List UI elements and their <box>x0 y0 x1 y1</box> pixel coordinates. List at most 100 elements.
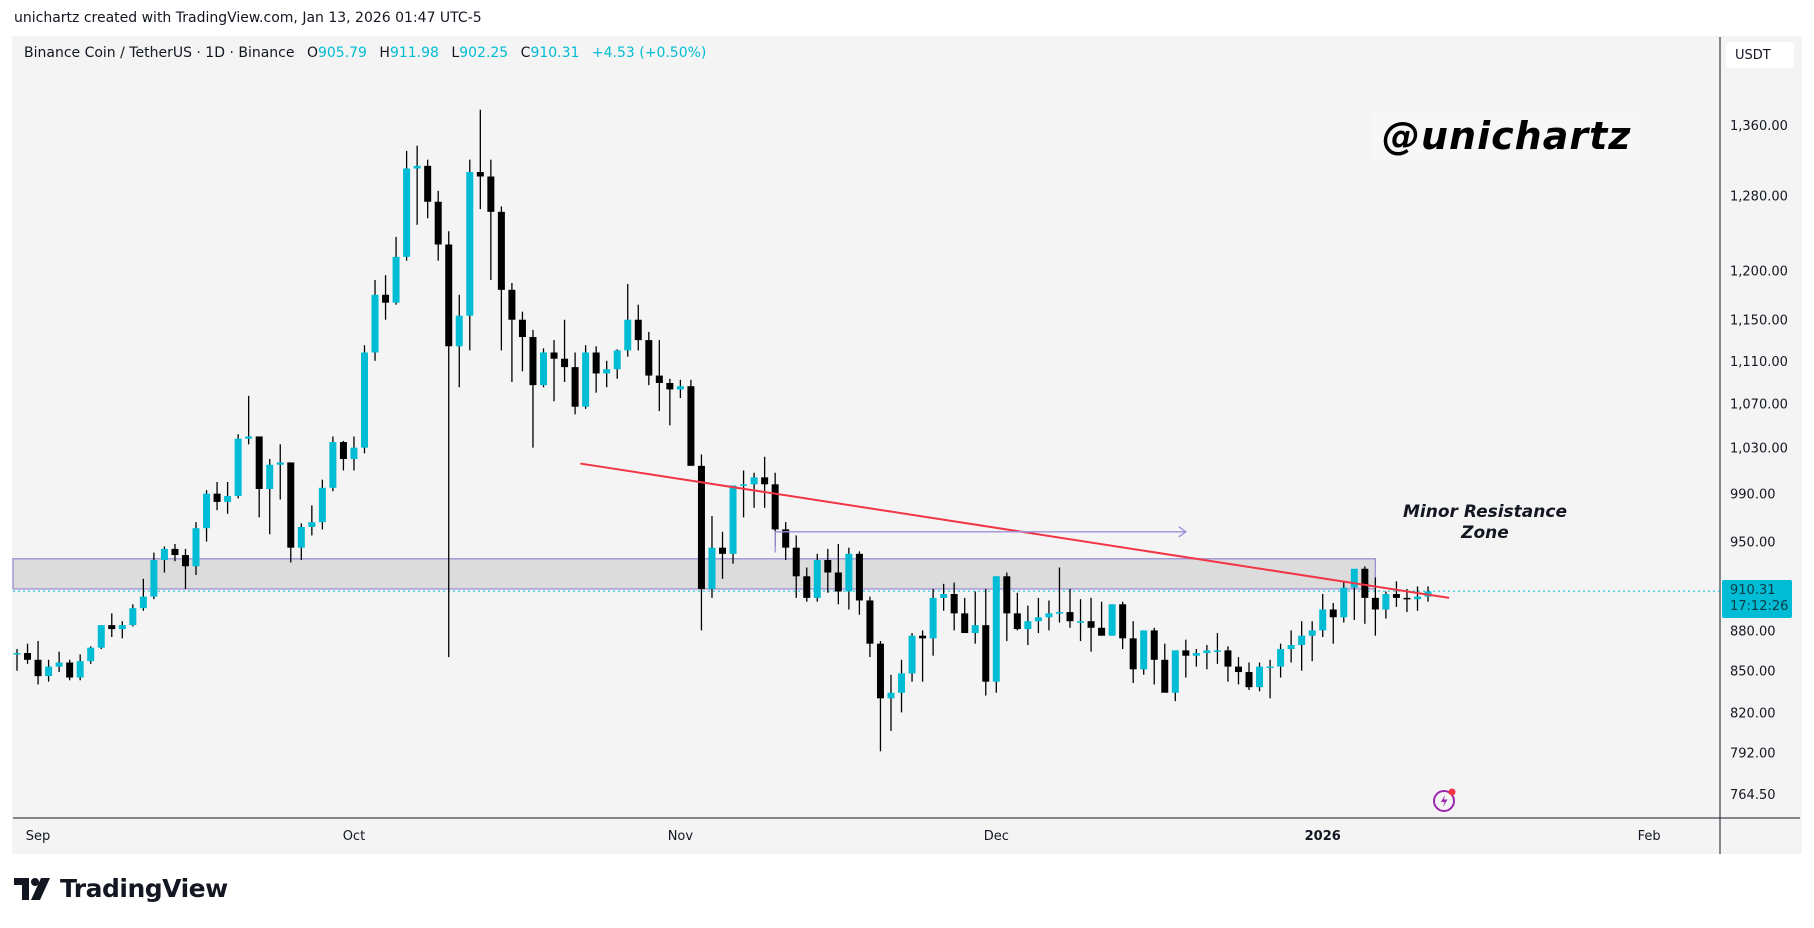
candle-body <box>1119 604 1127 639</box>
candle-body <box>413 165 421 169</box>
candle-body <box>213 493 221 502</box>
candle <box>782 522 790 561</box>
tradingview-logo[interactable]: TradingView <box>14 874 228 903</box>
candle-body <box>1287 645 1295 650</box>
time-tick-label: Feb <box>1638 829 1661 844</box>
candle <box>318 479 326 530</box>
candle-body <box>497 211 505 290</box>
candle-body <box>139 596 147 609</box>
candle-body <box>634 319 642 341</box>
candle <box>55 651 63 673</box>
candle-body <box>1392 594 1400 598</box>
resistance-annotation: Minor Resistance Zone <box>1380 502 1590 544</box>
candle <box>971 591 979 644</box>
candle-body <box>645 340 653 376</box>
candle-body <box>360 352 368 448</box>
candle <box>466 159 474 351</box>
candle <box>392 236 400 305</box>
candle-body <box>34 659 42 677</box>
candle-body <box>1319 609 1327 631</box>
candle <box>1340 581 1348 623</box>
candle <box>487 159 495 281</box>
candle-body <box>255 436 263 489</box>
candle-body <box>434 201 442 245</box>
resistance-zone-layer <box>12 558 1377 590</box>
candle-body <box>761 477 769 485</box>
candle <box>940 583 948 611</box>
candle <box>898 659 906 713</box>
candle-body <box>339 442 347 459</box>
currency-button[interactable]: USDT <box>1726 42 1794 68</box>
close-value: 910.31 <box>530 45 580 61</box>
candle-body <box>1024 621 1032 630</box>
candle <box>413 145 421 225</box>
price-tick-label: 1,200.00 <box>1730 264 1788 279</box>
candle <box>1066 588 1074 628</box>
candle-body <box>1403 597 1411 600</box>
candle <box>1350 568 1358 620</box>
arrow-head-icon <box>1178 526 1187 538</box>
candle-body <box>224 496 232 502</box>
candle <box>729 485 737 564</box>
candle <box>1182 639 1190 678</box>
candle <box>382 275 390 320</box>
open-value: 905.79 <box>317 45 367 61</box>
candle-body <box>1192 653 1200 656</box>
candle-body <box>45 666 53 677</box>
candle <box>1298 621 1306 671</box>
open-label: O <box>306 45 318 61</box>
time-ticks: Sep Oct Nov Dec 2026 Feb <box>26 829 1661 844</box>
price-ticks: 1,360.00 1,280.00 1,200.00 1,150.00 1,110.00… <box>1730 119 1788 803</box>
candle <box>929 588 937 656</box>
candle <box>424 159 432 219</box>
candle <box>1413 586 1421 611</box>
candle-body <box>1266 666 1274 669</box>
tradingview-wordmark: TradingView <box>60 874 228 903</box>
candle-body <box>855 553 863 601</box>
candle-body <box>1034 617 1042 622</box>
candle-body <box>1150 630 1158 660</box>
candle <box>992 576 1000 693</box>
candle-body <box>1382 594 1390 610</box>
candle-body <box>518 319 526 338</box>
candle-body <box>719 547 727 554</box>
low-label: L <box>451 45 460 61</box>
candle <box>371 280 379 361</box>
candle <box>666 378 674 426</box>
candle <box>571 352 579 415</box>
candle-body <box>887 692 895 699</box>
watermark: @unichartz <box>1372 112 1642 160</box>
candle-body <box>160 548 168 561</box>
candle-body <box>1350 568 1358 588</box>
candle <box>160 546 168 573</box>
symbol-name: Binance Coin / TetherUS · 1D · Binance <box>24 45 295 61</box>
resistance-zone <box>12 558 1377 590</box>
candle <box>255 436 263 518</box>
candle <box>350 436 358 471</box>
lightning-icon[interactable] <box>1432 787 1458 813</box>
candle <box>624 283 632 357</box>
candle-body <box>687 386 695 466</box>
bar-countdown: 17:12:26 <box>1730 599 1789 614</box>
candle-body <box>866 600 874 644</box>
candle-body <box>1077 621 1085 623</box>
candle <box>1224 646 1232 682</box>
candles <box>13 109 1432 752</box>
candle <box>445 231 453 658</box>
candle <box>1392 581 1400 607</box>
price-tick-label: 764.50 <box>1730 788 1776 803</box>
candle <box>266 458 274 535</box>
candle-body <box>76 661 84 678</box>
candle <box>592 346 600 393</box>
candle-body <box>824 560 832 573</box>
candle-body <box>403 168 411 257</box>
candle-body <box>992 576 1000 682</box>
candle <box>792 535 800 598</box>
candle <box>497 206 505 351</box>
candle <box>76 654 84 681</box>
candle <box>1277 643 1285 678</box>
candle <box>150 552 158 600</box>
candle-body <box>940 594 948 598</box>
candle-body <box>181 555 189 567</box>
